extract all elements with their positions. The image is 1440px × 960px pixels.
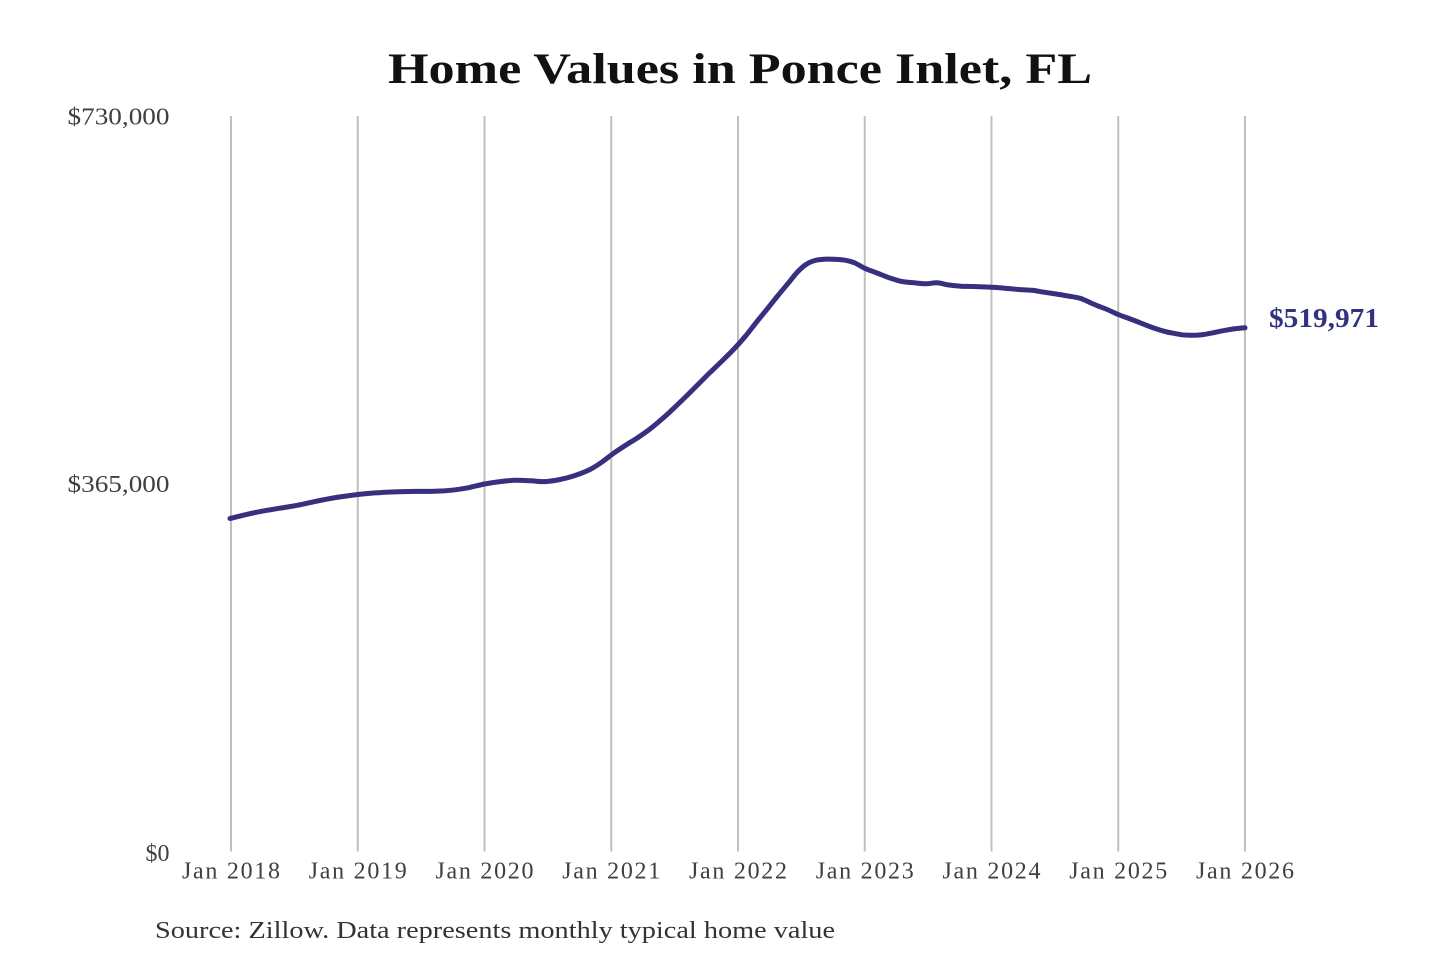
svg-text:Jan 2023: Jan 2023 xyxy=(816,859,914,885)
svg-text:Jan 2024: Jan 2024 xyxy=(943,859,1041,885)
svg-text:Jan 2019: Jan 2019 xyxy=(309,859,407,885)
svg-text:Jan 2020: Jan 2020 xyxy=(436,859,534,885)
svg-text:Source: Zillow. Data represent: Source: Zillow. Data represents monthly … xyxy=(155,918,835,944)
svg-text:Jan 2026: Jan 2026 xyxy=(1196,859,1294,885)
svg-text:Home Values in Ponce Inlet, FL: Home Values in Ponce Inlet, FL xyxy=(388,46,1092,93)
svg-text:Jan 2025: Jan 2025 xyxy=(1069,859,1167,885)
svg-text:Jan 2018: Jan 2018 xyxy=(182,859,280,885)
svg-text:$365,000: $365,000 xyxy=(68,472,170,498)
svg-text:$519,971: $519,971 xyxy=(1269,303,1379,333)
svg-text:$730,000: $730,000 xyxy=(68,105,170,131)
svg-text:Jan 2022: Jan 2022 xyxy=(689,859,787,885)
svg-text:$0: $0 xyxy=(146,841,170,867)
svg-text:Jan 2021: Jan 2021 xyxy=(562,859,660,885)
